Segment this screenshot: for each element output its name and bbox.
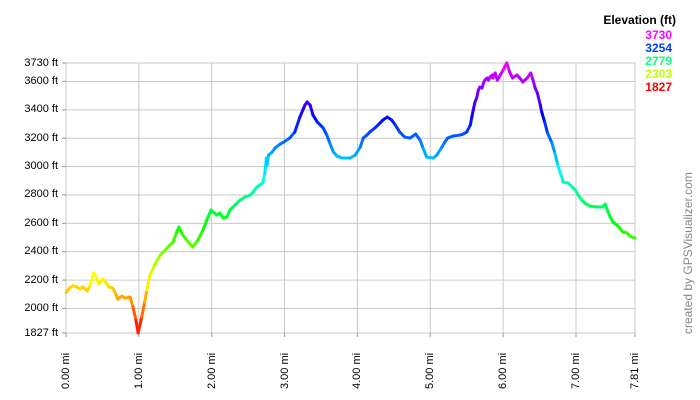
elevation-line-segment <box>88 271 96 288</box>
elevation-line-segment <box>143 288 149 304</box>
x-axis-label: 7.00 mi <box>569 352 582 389</box>
elevation-line-segment <box>328 141 335 154</box>
y-axis-label: 2200 ft <box>24 273 58 286</box>
elevation-line-segment <box>358 136 365 149</box>
elevation-line-segment <box>543 120 550 135</box>
elevation-line-segment <box>128 295 135 309</box>
elevation-line-segment <box>171 230 179 244</box>
y-axis-label: 3730 ft <box>24 56 58 69</box>
y-axis-label: 3600 ft <box>24 74 58 87</box>
elevation-line-segment <box>553 151 560 167</box>
elevation-line-segment <box>201 215 210 232</box>
elevation-line-segment <box>505 61 512 74</box>
elevation-line-segment <box>131 305 138 322</box>
legend: Elevation (ft) 3730 3254 2779 2303 1827 <box>603 13 676 94</box>
legend-entry: 2303 <box>645 67 672 81</box>
legend-entry: 2779 <box>645 54 672 68</box>
elevation-line-segment <box>540 110 547 124</box>
elevation-line-segment <box>136 315 144 335</box>
y-axis-label: 3000 ft <box>24 160 58 173</box>
y-axis-label: 3400 ft <box>24 103 58 116</box>
elevation-line-segment <box>265 153 271 167</box>
legend-entry: 3254 <box>645 41 672 55</box>
x-axis-label: 5.00 mi <box>424 352 437 389</box>
y-axis-label: 2800 ft <box>24 188 58 201</box>
x-axis-label: 3.00 mi <box>278 352 291 389</box>
legend-entry: 3730 <box>645 28 672 42</box>
elevation-line-segment <box>148 262 157 278</box>
credit-text: created by GPSVisualizer.com <box>681 172 695 334</box>
x-axis-label: 6.00 mi <box>497 352 510 389</box>
y-axis-label: 3200 ft <box>24 131 58 144</box>
elevation-line-segment <box>145 274 152 292</box>
legend-entry: 1827 <box>645 80 672 94</box>
elevation-line-segment <box>308 103 315 117</box>
y-axis-label: 2000 ft <box>24 301 58 314</box>
y-axis-label: 1827 ft <box>24 326 58 339</box>
x-axis-label: 1.00 mi <box>132 352 145 389</box>
elevation-line-segment <box>140 300 147 319</box>
elevation-line-segment <box>546 131 554 145</box>
x-axis-label: 0.00 mi <box>60 352 72 389</box>
elevation-line-segment <box>550 141 557 155</box>
elevation-line-segment <box>153 253 163 266</box>
legend-entries: 3730 3254 2779 2303 1827 <box>603 29 676 94</box>
elevation-line-segment <box>298 103 307 119</box>
elevation-line-segment <box>353 145 362 157</box>
elevation-line-segment <box>293 115 302 134</box>
plot-border <box>65 62 636 334</box>
elevation-line-segment <box>628 234 637 240</box>
elevation-line-segment <box>196 228 205 242</box>
y-axis-label: 2400 ft <box>24 245 58 258</box>
x-axis-label: 2.00 mi <box>205 352 218 389</box>
x-axis-label: 4.00 mi <box>351 352 364 389</box>
x-axis-label: 7.81 mi <box>629 352 641 389</box>
elevation-line-segment <box>535 91 542 107</box>
elevation-line-segment <box>421 146 429 159</box>
elevation-line-segment <box>435 145 444 157</box>
elevation-line-segment <box>261 171 267 185</box>
legend-title: Elevation (ft) <box>603 13 676 27</box>
y-axis-label: 2600 ft <box>24 216 58 229</box>
